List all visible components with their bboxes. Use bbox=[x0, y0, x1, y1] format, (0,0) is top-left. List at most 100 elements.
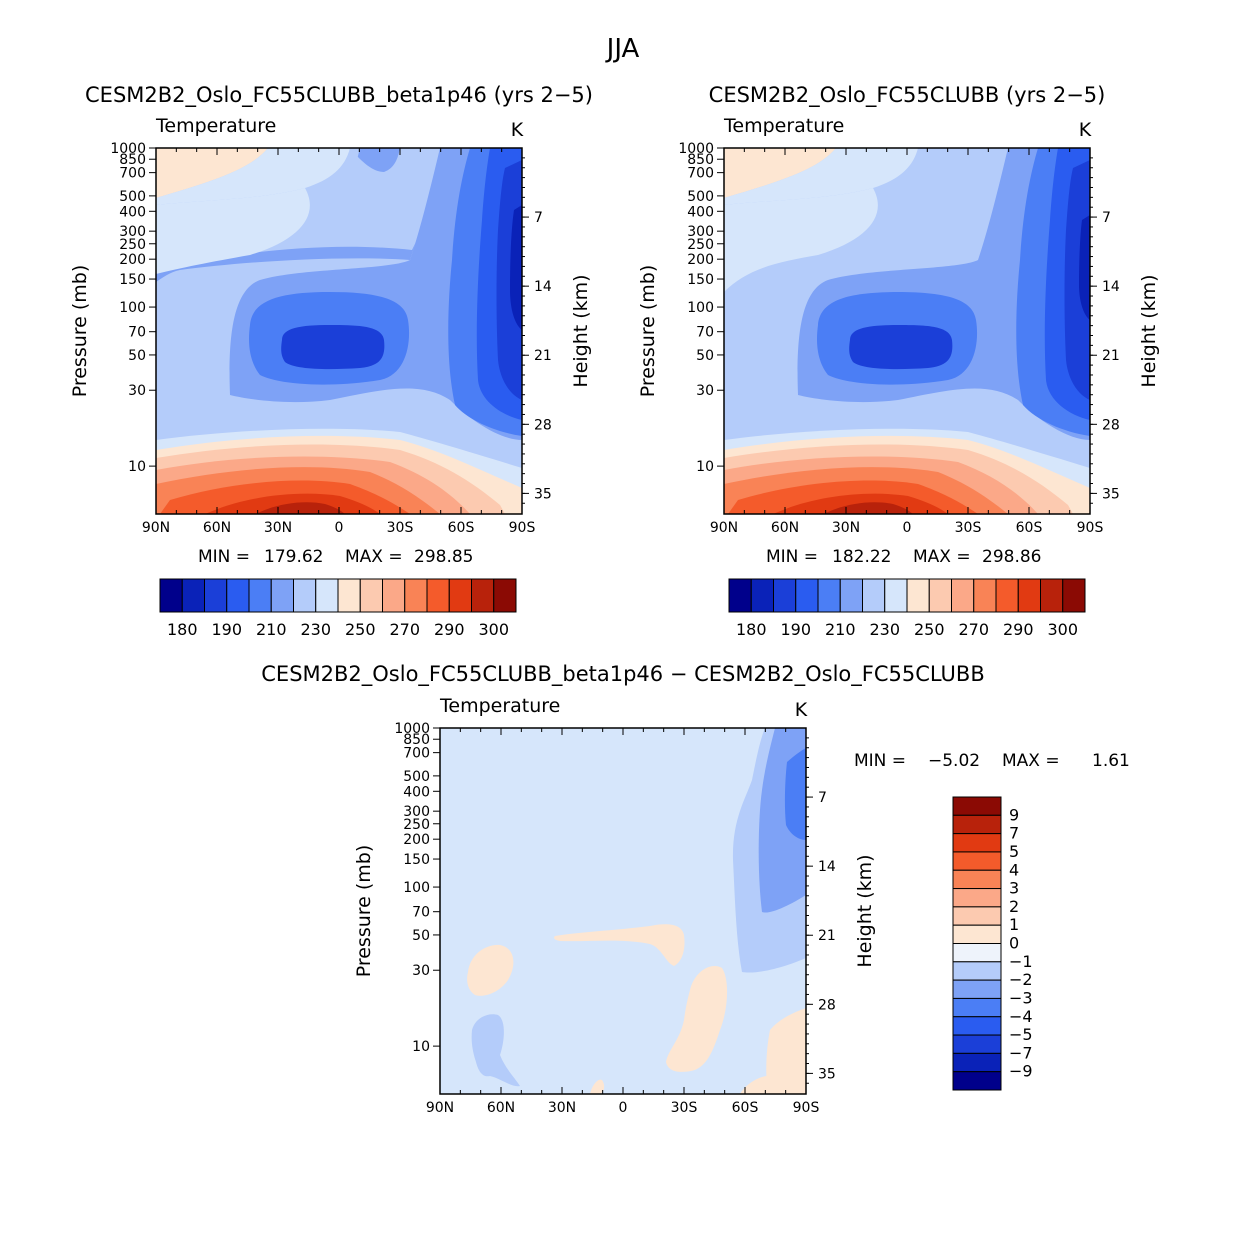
y-tick-label: 250 bbox=[403, 817, 430, 833]
y-tick-label: 500 bbox=[403, 769, 430, 785]
x-tick-label: 0 bbox=[619, 1100, 628, 1116]
contour-band bbox=[724, 148, 836, 198]
y2-tick-label: 28 bbox=[818, 997, 836, 1013]
panel-b-title: CESM2B2_Oslo_FC55CLUBB (yrs 2−5) bbox=[709, 83, 1106, 108]
colorbar-box bbox=[952, 997, 1002, 1018]
colorbar-box bbox=[795, 578, 819, 613]
y-tick-label: 850 bbox=[119, 152, 146, 168]
colorbar-box bbox=[270, 578, 294, 613]
x-tick-label: 90S bbox=[793, 1100, 820, 1116]
panel-a-variable: Temperature bbox=[155, 115, 276, 137]
colorbar-box bbox=[426, 578, 450, 613]
x-tick-label: 30N bbox=[264, 520, 292, 536]
y-tick-label: 1000 bbox=[110, 141, 146, 157]
colorbar-box bbox=[1017, 578, 1041, 613]
colorbar-box bbox=[728, 578, 752, 613]
colorbar-box bbox=[952, 796, 1002, 816]
y2-tick-label: 14 bbox=[1102, 279, 1120, 295]
y2-tick-label: 35 bbox=[534, 486, 552, 502]
panel-b-min: 182.22 bbox=[832, 547, 891, 567]
colorbar-box bbox=[1062, 578, 1086, 613]
colorbar-box bbox=[952, 869, 1002, 890]
contour-band bbox=[156, 188, 310, 274]
colorbar-box bbox=[226, 578, 250, 613]
colorbar-label: 270 bbox=[958, 620, 989, 639]
y2-tick-label: 14 bbox=[534, 279, 552, 295]
colorbar-box bbox=[159, 578, 183, 613]
y-tick-label: 50 bbox=[128, 348, 146, 364]
panel-b-y2label: Height (km) bbox=[1138, 274, 1160, 387]
panel-a-units: K bbox=[511, 119, 524, 141]
colorbar-label: 230 bbox=[300, 620, 331, 639]
colorbar-box bbox=[471, 578, 495, 613]
y-tick-label: 200 bbox=[403, 832, 430, 848]
panel-c-min-label: MIN = bbox=[854, 751, 906, 771]
y-tick-label: 50 bbox=[696, 348, 714, 364]
colorbar-box bbox=[952, 1034, 1002, 1054]
panel-b-units: K bbox=[1079, 119, 1092, 141]
colorbar-box bbox=[952, 1016, 1002, 1036]
colorbar-box bbox=[293, 578, 317, 613]
colorbar-box bbox=[382, 578, 406, 613]
contour-band bbox=[724, 188, 878, 292]
y-tick-label: 400 bbox=[687, 204, 714, 220]
colorbar-box bbox=[315, 578, 339, 613]
panel-b-stats: MIN = 182.22 MAX = 298.86 bbox=[766, 547, 1041, 567]
x-tick-label: 30S bbox=[955, 520, 982, 536]
colorbar-box bbox=[952, 814, 1002, 835]
colorbar-box bbox=[204, 578, 228, 613]
panel-c-variable: Temperature bbox=[439, 695, 560, 717]
x-tick-label: 0 bbox=[903, 520, 912, 536]
colorbar-label: 210 bbox=[825, 620, 856, 639]
panel-a-contours bbox=[156, 148, 522, 514]
colorbar-label: 3 bbox=[1009, 879, 1019, 898]
panel-c-ticks: 90N 60N 30N 0 30S 60S 90S103050701001502002503… bbox=[394, 721, 836, 1116]
colorbar-box bbox=[952, 1052, 1002, 1073]
colorbar-box bbox=[493, 578, 517, 613]
contour-band bbox=[849, 325, 953, 370]
colorbar-box bbox=[952, 851, 1002, 871]
panel-c-stats: MIN = −5.02 MAX = 1.61 bbox=[854, 751, 1130, 771]
y-tick-label: 150 bbox=[403, 852, 430, 868]
y-tick-label: 300 bbox=[687, 224, 714, 240]
colorbar-box bbox=[952, 833, 1002, 853]
y-tick-label: 300 bbox=[403, 804, 430, 820]
x-tick-label: 90N bbox=[710, 520, 738, 536]
y-tick-label: 700 bbox=[687, 166, 714, 182]
y-tick-label: 100 bbox=[119, 300, 146, 316]
colorbar-label: 190 bbox=[211, 620, 242, 639]
panel-b-max-label: MAX = bbox=[913, 547, 971, 567]
colorbar-box bbox=[750, 578, 774, 613]
panel-c-max: 1.61 bbox=[1092, 751, 1130, 771]
colorbar-label: −1 bbox=[1009, 952, 1033, 971]
y2-tick-label: 7 bbox=[1102, 210, 1111, 226]
x-tick-label: 0 bbox=[335, 520, 344, 536]
y-tick-label: 1000 bbox=[394, 721, 430, 737]
y-tick-label: 1000 bbox=[678, 141, 714, 157]
colorbar-box bbox=[817, 578, 841, 613]
colorbar-box bbox=[952, 943, 1002, 963]
y2-tick-label: 35 bbox=[818, 1066, 836, 1082]
colorbar-label: −3 bbox=[1009, 988, 1033, 1007]
colorbar-box bbox=[359, 578, 383, 613]
y-tick-label: 200 bbox=[119, 252, 146, 268]
colorbar-label: 0 bbox=[1009, 934, 1019, 953]
panel-c-ylabel: Pressure (mb) bbox=[353, 845, 375, 978]
contour-band bbox=[724, 148, 918, 205]
x-tick-label: 30N bbox=[548, 1100, 576, 1116]
panel-c-max-label: MAX = bbox=[1002, 751, 1060, 771]
y2-tick-label: 21 bbox=[818, 928, 836, 944]
panel-c-contours bbox=[440, 728, 806, 1094]
y-tick-label: 30 bbox=[696, 383, 714, 399]
panel-a-colorbar: 180 190 210 230 250 270 290 300 bbox=[159, 578, 517, 639]
y-tick-label: 850 bbox=[403, 732, 430, 748]
colorbar-box bbox=[952, 1071, 1002, 1091]
panel-c-units: K bbox=[795, 699, 808, 721]
y2-tick-label: 7 bbox=[534, 210, 543, 226]
y-tick-label: 250 bbox=[119, 237, 146, 253]
x-tick-label: 60N bbox=[203, 520, 231, 536]
contour-band bbox=[471, 1014, 520, 1087]
panel-b-contours bbox=[724, 148, 1090, 514]
panel-c-y2label: Height (km) bbox=[854, 854, 876, 967]
